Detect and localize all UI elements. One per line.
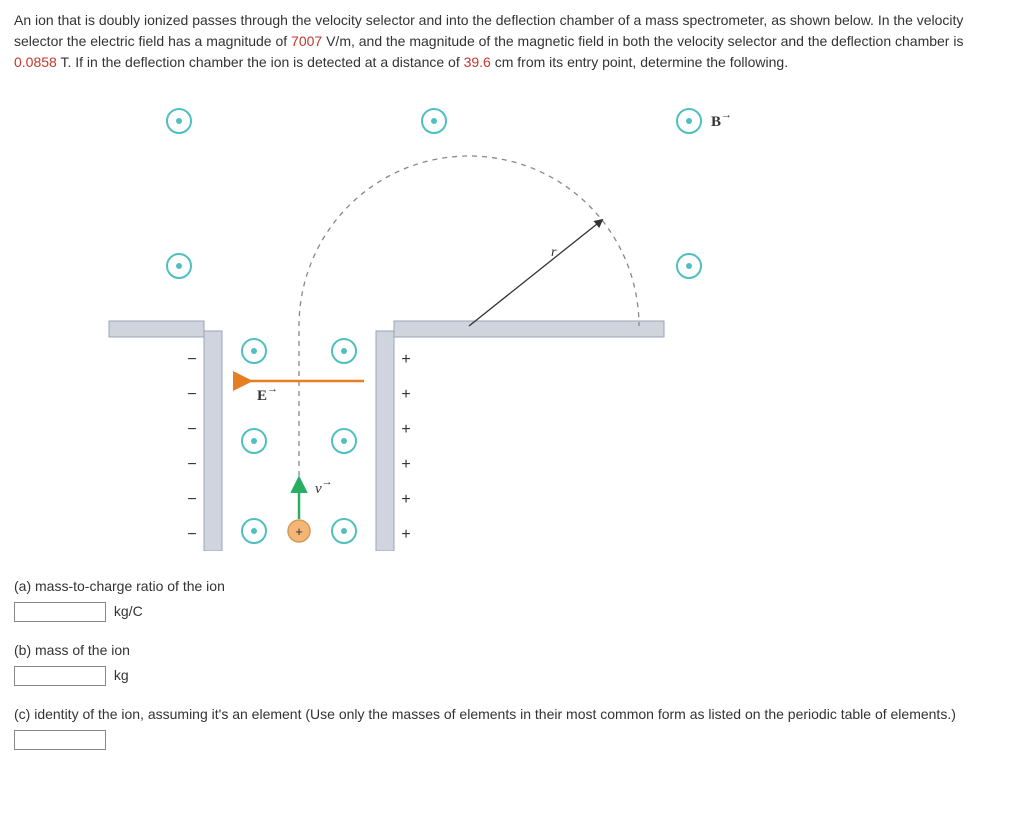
svg-text:+: + bbox=[401, 456, 410, 473]
question-b: (b) mass of the ion kg bbox=[14, 640, 1010, 686]
question-a-label: (a) mass-to-charge ratio of the ion bbox=[14, 576, 1010, 597]
svg-text:−: − bbox=[187, 456, 196, 473]
minus-signs: − − − − − − bbox=[187, 351, 196, 543]
right-plate bbox=[376, 331, 394, 551]
problem-text-2: V/m, and the magnitude of the magnetic f… bbox=[322, 33, 963, 49]
unit-b: kg bbox=[114, 667, 129, 683]
problem-text-3: T. If in the deflection chamber the ion … bbox=[57, 54, 464, 70]
svg-text:−: − bbox=[187, 526, 196, 543]
problem-text-4: cm from its entry point, determine the f… bbox=[491, 54, 788, 70]
d-value: 39.6 bbox=[464, 54, 491, 70]
question-c-label: (c) identity of the ion, assuming it's a… bbox=[14, 704, 1010, 725]
plus-signs: + + + + + + bbox=[401, 351, 410, 543]
b-value: 0.0858 bbox=[14, 54, 57, 70]
e-label: E→ bbox=[257, 383, 278, 404]
b-label: B→ bbox=[711, 109, 732, 130]
ion-path-arc bbox=[299, 156, 639, 326]
left-plate bbox=[204, 331, 222, 551]
wall-left bbox=[109, 321, 204, 337]
unit-a: kg/C bbox=[114, 603, 143, 619]
v-label: v→ bbox=[315, 476, 333, 497]
svg-text:+: + bbox=[401, 491, 410, 508]
svg-text:−: − bbox=[187, 491, 196, 508]
wall-right bbox=[394, 321, 664, 337]
ion-plus: + bbox=[295, 524, 303, 539]
svg-text:−: − bbox=[187, 351, 196, 368]
problem-statement: An ion that is doubly ionized passes thr… bbox=[14, 10, 1010, 73]
answer-input-c[interactable] bbox=[14, 730, 106, 750]
svg-text:−: − bbox=[187, 386, 196, 403]
r-label: r bbox=[551, 245, 557, 260]
answer-input-b[interactable] bbox=[14, 666, 106, 686]
question-c: (c) identity of the ion, assuming it's a… bbox=[14, 704, 1010, 750]
question-a: (a) mass-to-charge ratio of the ion kg/C bbox=[14, 576, 1010, 622]
svg-text:+: + bbox=[401, 386, 410, 403]
svg-text:+: + bbox=[401, 351, 410, 368]
question-b-label: (b) mass of the ion bbox=[14, 640, 1010, 661]
radius-line bbox=[469, 220, 602, 326]
answer-input-a[interactable] bbox=[14, 602, 106, 622]
svg-text:−: − bbox=[187, 421, 196, 438]
e-value: 7007 bbox=[291, 33, 322, 49]
svg-text:+: + bbox=[401, 421, 410, 438]
mass-spectrometer-diagram: − − − − − − + + + + + + r E→ v→ + bbox=[59, 91, 779, 551]
svg-text:+: + bbox=[401, 526, 410, 543]
